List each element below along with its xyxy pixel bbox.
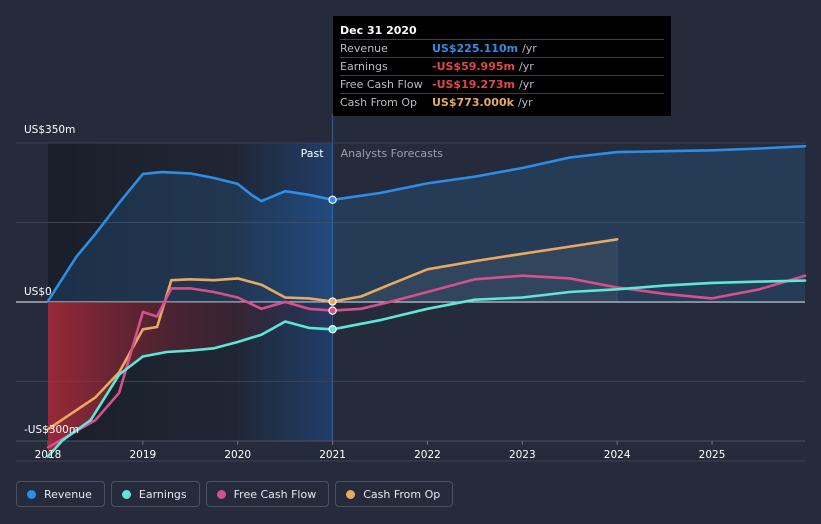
hover-marker-cash-from-op [328, 297, 337, 306]
legend-label: Earnings [138, 487, 187, 501]
y-tick-label: -US$300m [24, 424, 79, 436]
legend-label: Cash From Op [363, 487, 441, 501]
cash-from-op-area [332, 239, 618, 302]
tooltip-label: Free Cash Flow [340, 78, 423, 91]
tooltip-row-free-cash-flow: Free Cash Flow -US$19.273m /yr [340, 75, 664, 93]
legend-label: Revenue [44, 487, 92, 501]
tooltip-value: US$773.000k [432, 96, 514, 109]
tooltip-label: Revenue [340, 42, 388, 55]
series-line-revenue [46, 144, 807, 303]
tooltip-unit: /yr [517, 96, 533, 109]
legend-dot-icon [27, 489, 36, 499]
y-tick-label: US$350m [24, 124, 75, 136]
x-tick-label: 2018 [35, 449, 62, 461]
legend: Revenue Earnings Free Cash Flow Cash Fro… [16, 481, 454, 507]
tooltip-value: -US$19.273m [432, 78, 515, 91]
tooltip-unit: /yr [522, 42, 537, 55]
legend-item-free-cash-flow[interactable]: Free Cash Flow [205, 481, 330, 507]
tooltip-value: US$225.110m [432, 42, 519, 55]
legend-item-revenue[interactable]: Revenue [16, 481, 105, 507]
tooltip-unit: /yr [518, 78, 534, 91]
hover-marker-earnings [328, 325, 337, 334]
x-tick-label: 2019 [129, 449, 156, 461]
legend-item-earnings[interactable]: Earnings [110, 481, 200, 507]
x-tick-label: 2024 [604, 449, 631, 461]
series-line-free-cash-flow [46, 274, 807, 449]
hover-band [237, 143, 333, 441]
x-tick-label: 2025 [699, 449, 726, 461]
legend-dot-icon [346, 489, 356, 499]
tooltip: Dec 31 2020 Revenue US$225.110m /yr Earn… [333, 16, 671, 116]
hover-marker-free-cash-flow [328, 306, 337, 315]
hover-marker-revenue [328, 195, 337, 204]
tooltip-row-revenue: Revenue US$225.110m /yr [340, 39, 664, 57]
x-tick-label: 2021 [319, 449, 346, 461]
tooltip-unit: /yr [518, 60, 534, 73]
tooltip-row-cash-from-op: Cash From Op US$773.000k /yr [340, 93, 664, 111]
earnings-negative-area [48, 302, 333, 457]
x-tick-label: 2020 [224, 449, 251, 461]
legend-item-cash-from-op[interactable]: Cash From Op [335, 481, 454, 507]
x-tick-label: 2022 [414, 449, 441, 461]
tooltip-row-earnings: Earnings -US$59.995m /yr [340, 57, 664, 75]
x-tick-label: 2023 [509, 449, 536, 461]
legend-label: Free Cash Flow [233, 487, 317, 501]
y-tick-label: US$0 [24, 286, 52, 298]
past-label: Past [301, 147, 325, 160]
tooltip-value: -US$59.995m [432, 60, 515, 73]
legend-dot-icon [216, 489, 226, 499]
series-line-cash-from-op [46, 238, 619, 431]
tooltip-date: Dec 31 2020 [340, 24, 417, 37]
series-line-earnings [46, 279, 807, 458]
tooltip-label: Cash From Op [340, 96, 418, 109]
tooltip-label: Earnings [340, 60, 388, 73]
legend-dot-icon [121, 489, 131, 499]
forecast-label: Analysts Forecasts [341, 147, 444, 160]
